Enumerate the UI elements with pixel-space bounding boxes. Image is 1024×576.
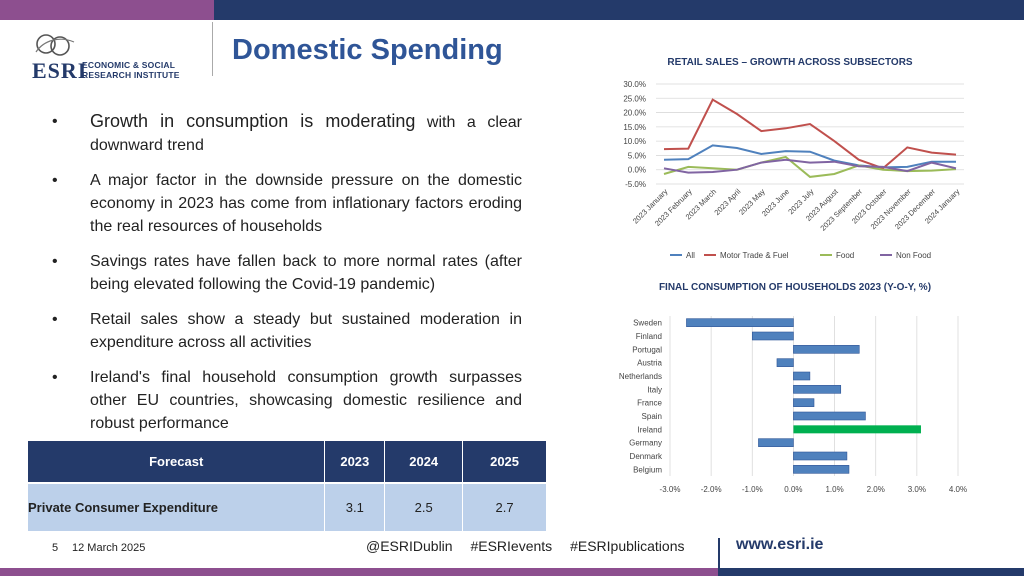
value-2025: 2.7 [462,481,547,532]
y-tick-label: -5.0% [625,180,646,189]
consumption-chart-title: FINAL CONSUMPTION OF HOUSEHOLDS 2023 (Y-… [658,282,932,293]
category-label: Austria [637,359,662,368]
social-handles: @ESRIDublin #ESRIevents #ESRIpublication… [366,538,698,554]
value-2023: 3.1 [324,481,386,532]
bar [793,345,860,354]
bullet-item: • Ireland's final household consumption g… [52,369,522,432]
legend-label: All [686,251,695,260]
y-tick-label: 30.0% [623,80,646,89]
events-hashtag-link[interactable]: #ESRIevents [470,538,553,554]
bar [793,411,866,421]
bullet-item: • Retail sales show a steady but sustaine… [52,311,522,351]
x-tick-label: 1.0% [825,485,843,494]
bullet-lead: Growth in consumption is moderating [90,111,416,131]
bar [776,358,794,367]
year-header-2024: 2024 [384,440,464,483]
year-header-2025: 2025 [462,440,547,483]
household-consumption-bar-chart: -3.0% -2.0% -1.0% 0.0% 1.0% 2.0% 3.0% 4.0% Swede… [619,316,967,494]
y-tick-label: 10.0% [623,137,646,146]
bar [686,318,794,327]
bullet-item: • Savings rates have fallen back to more … [52,253,522,293]
category-label: Sweden [633,319,662,328]
bar [758,438,794,447]
bullet-text: Savings rates have fallen back to more n… [90,253,522,293]
bar [793,465,850,474]
slide-date: 12 March 2025 [72,542,146,554]
website-link[interactable]: www.esri.ie [736,536,824,553]
x-tick-label: -1.0% [742,485,763,494]
bottom-bar-purple [0,568,718,576]
category-label: Belgium [633,465,662,474]
logo-line-2: RESEARCH INSTITUTE [82,70,180,80]
logo-acronym: ESRI [32,58,88,83]
category-label: Spain [642,412,662,421]
publications-hashtag-link[interactable]: #ESRIpublications [570,538,685,554]
bullet-item: • A major factor in the downside pressure… [52,172,522,235]
legend-label: Food [836,251,854,260]
forecast-table: Forecast 2023 2024 2025 Private Consumer… [26,440,547,532]
category-label: Portugal [632,345,662,354]
bullet-list: • Growth in consumption is moderating wit… [48,110,522,447]
y-tick-label: 15.0% [623,123,646,132]
x-tick-label: 2023 September [818,187,864,233]
esri-logo-mark-icon [35,34,75,56]
series-line [663,98,957,170]
bullet-text: A major factor in the downside pressure … [90,172,522,235]
x-tick-label: 0.0% [784,485,802,494]
twitter-handle-link[interactable]: @ESRIDublin [366,538,453,554]
bar [793,425,921,434]
esri-logo: ESRI ECONOMIC & SOCIAL RESEARCH INSTITUT… [30,30,210,83]
value-2024: 2.5 [384,481,464,532]
y-tick-label: 5.0% [628,151,646,160]
x-tick-label: -2.0% [701,485,722,494]
page-title: Domestic Spending [232,34,503,66]
slide-number: 5 [52,542,59,554]
bullet-item: • Growth in consumption is moderating wit… [52,111,522,154]
legend-label: Non Food [896,251,931,260]
forecast-header: Forecast [26,440,326,483]
legend-label: Motor Trade & Fuel [720,251,789,260]
category-label: Germany [629,439,662,448]
retail-chart-title: RETAIL SALES – GROWTH ACROSS SUBSECTORS [667,57,913,68]
footer-divider [718,538,720,568]
row-label: Private Consumer Expenditure [26,481,326,532]
bar [751,331,794,341]
year-header-2023: 2023 [324,440,386,483]
category-label: Denmark [630,452,663,461]
bar [793,371,811,381]
y-tick-label: 0.0% [628,166,646,175]
series-line [663,158,957,174]
category-label: Italy [647,385,662,394]
bottom-bar-navy [718,568,1024,576]
x-tick-label: 2.0% [867,485,885,494]
x-tick-label: -3.0% [660,485,681,494]
bar [793,451,848,461]
top-bar-purple [0,0,214,20]
retail-sales-line-chart: 30.0% 25.0% 20.0% 15.0% 10.0% 5.0% 0.0% -5.0% 20… [623,80,964,260]
y-tick-label: 20.0% [623,109,646,118]
category-label: Finland [636,332,662,341]
logo-line-1: ECONOMIC & SOCIAL [82,60,176,70]
x-tick-label: 4.0% [949,485,967,494]
bar [793,385,842,394]
header-divider [212,22,213,76]
category-label: Netherlands [619,372,662,381]
bar [793,398,815,407]
y-tick-label: 25.0% [623,94,646,103]
category-label: France [637,399,662,408]
bullet-text: Retail sales show a steady but sustained… [90,311,522,351]
top-bar-navy [214,0,1024,20]
bullet-text: with a clear downward trend [90,114,522,154]
category-label: Ireland [638,425,662,434]
bullet-text: Ireland's final household consumption gr… [90,369,522,432]
series-line [663,155,957,178]
x-tick-label: 3.0% [908,485,926,494]
series-line [663,144,956,169]
